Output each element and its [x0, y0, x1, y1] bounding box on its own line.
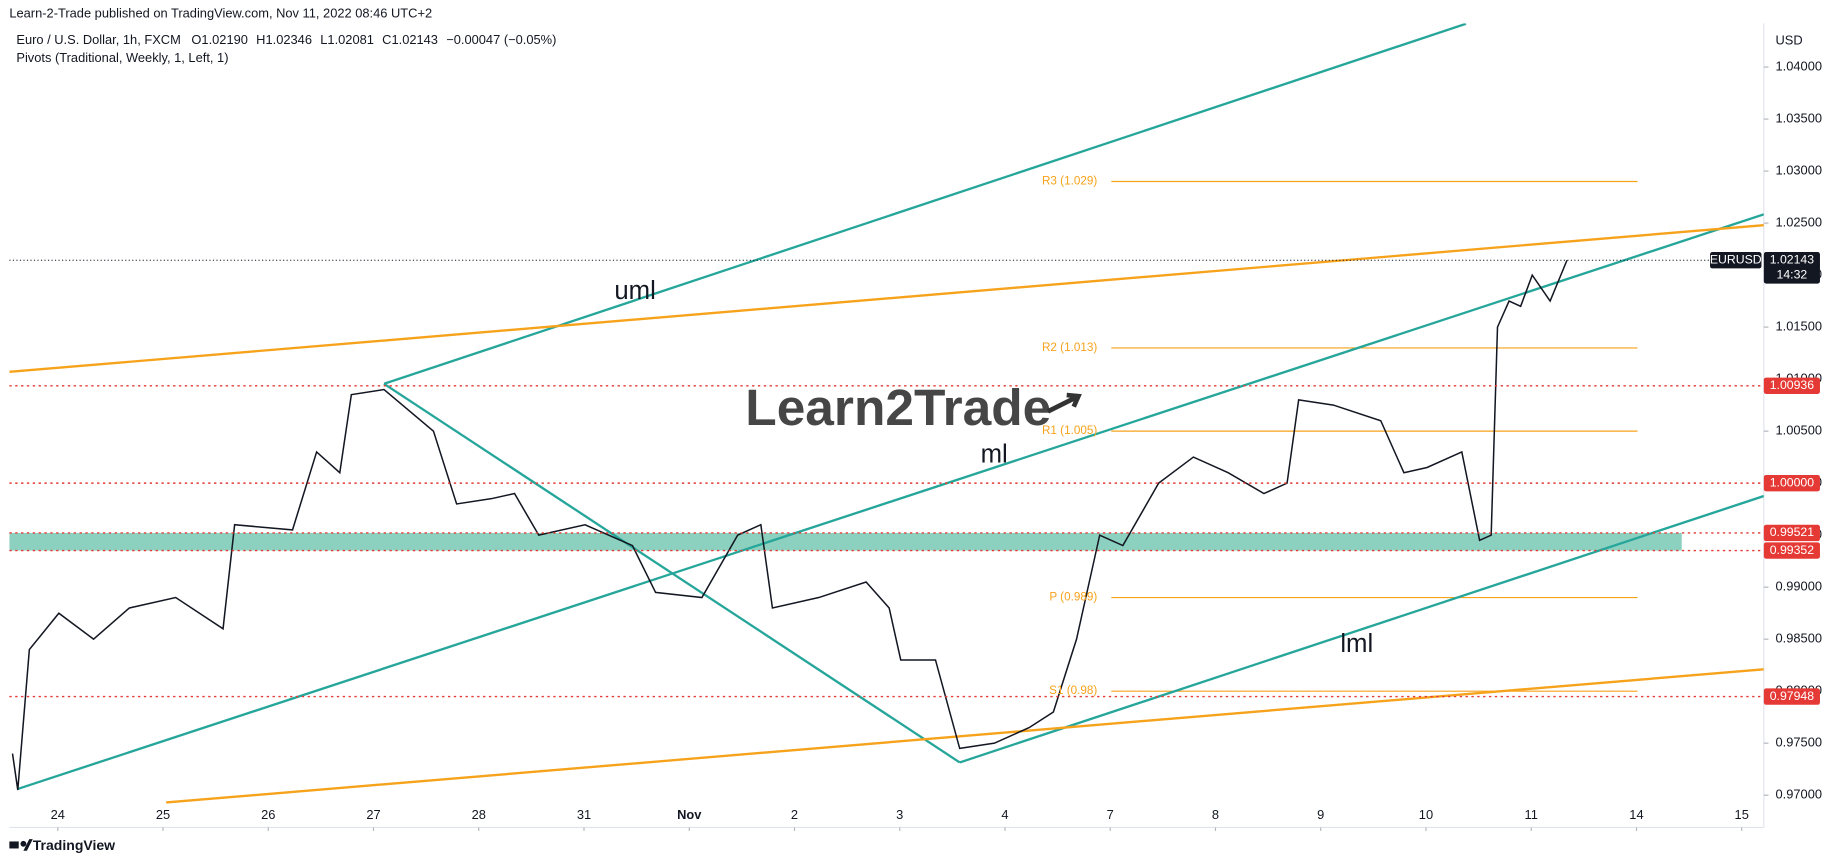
level-label: 0.97948: [1770, 689, 1815, 703]
x-tick-label: 4: [1001, 807, 1008, 822]
countdown: 14:32: [1777, 268, 1808, 282]
annotation: uml: [614, 277, 655, 305]
low: L1.02081: [320, 32, 374, 47]
x-tick-label: 8: [1212, 807, 1219, 822]
symbol: Euro / U.S. Dollar, 1h, FXCM: [16, 32, 180, 47]
level-tag: [1763, 377, 1820, 394]
y-tick-label: 1.01500: [1776, 319, 1823, 334]
y-tick-label: 0.97500: [1776, 735, 1823, 750]
x-tick-label: 31: [577, 807, 591, 822]
y-tick-label: 0.99000: [1776, 579, 1823, 594]
x-tick-label: 25: [156, 807, 170, 822]
price-label: 1.02143: [1770, 252, 1815, 266]
x-tick-label: 24: [51, 807, 65, 822]
legend: Euro / U.S. Dollar, 1h, FXCM O1.02190 H1…: [16, 32, 556, 47]
level-tag: [1763, 688, 1820, 705]
annotation: ml: [981, 441, 1008, 469]
support-zone: [9, 532, 1682, 551]
level-tag: [1763, 524, 1820, 542]
watermark-arrow: [1046, 392, 1082, 414]
level-tag: [1763, 474, 1820, 492]
level-label: 0.99352: [1770, 543, 1815, 557]
close: C1.02143: [382, 32, 438, 47]
pivot-label: P (0.989): [1049, 591, 1097, 604]
high: H1.02346: [256, 32, 312, 47]
pivot-label: S1 (0.98): [1049, 684, 1097, 697]
x-tick-label: 27: [366, 807, 380, 822]
footer-logo: [9, 839, 33, 851]
y-tick-label: 1.03000: [1776, 162, 1823, 177]
indicator: Pivots (Traditional, Weekly, 1, Left, 1): [16, 50, 228, 65]
x-tick-label: 2: [791, 807, 798, 822]
pivot-label: R1 (1.005): [1042, 424, 1097, 437]
x-tick-label: 15: [1735, 807, 1749, 822]
published: Learn-2-Trade published on TradingView.c…: [9, 5, 432, 20]
y-tick-label: 1.02500: [1776, 214, 1823, 229]
symbol-label: EURUSD: [1710, 252, 1762, 266]
open: O1.02190: [191, 32, 248, 47]
y-tick-label: 1.03500: [1776, 110, 1823, 125]
x-tick-label: 10: [1419, 807, 1433, 822]
y-tick-label: 0.97000: [1776, 787, 1823, 802]
change: −0.00047 (−0.05%): [446, 32, 556, 47]
level-label: 0.99521: [1770, 525, 1815, 539]
y-unit: USD: [1776, 32, 1803, 47]
x-tick-label: Nov: [677, 807, 702, 822]
footer: TradingView: [33, 837, 115, 853]
x-tick-label: 7: [1107, 807, 1114, 822]
trend-line: [166, 668, 1764, 804]
x-tick-label: 14: [1629, 807, 1643, 822]
price-tag: [1763, 252, 1820, 284]
x-tick-label: 9: [1317, 807, 1324, 822]
y-tick-label: 1.04000: [1776, 58, 1823, 73]
trend-line: [383, 382, 961, 764]
annotation: lml: [1340, 630, 1373, 658]
symbol-tag: [1710, 252, 1762, 269]
x-tick-label: 26: [261, 807, 275, 822]
price-line: [11, 259, 1568, 791]
plot: [9, 23, 1764, 804]
y-tick-label: 0.98500: [1776, 631, 1823, 646]
pivot-label: R3 (1.029): [1042, 175, 1097, 188]
trend-line: [17, 213, 1764, 791]
pivot-label: R2 (1.013): [1042, 341, 1097, 354]
x-tick-label: 3: [896, 807, 903, 822]
x-tick-label: 11: [1525, 807, 1538, 822]
level-label: 1.00000: [1770, 475, 1815, 489]
level-tag: [1763, 542, 1820, 559]
y-tick-label: 1.00500: [1776, 423, 1823, 438]
trend-line: [9, 224, 1764, 373]
trend-line: [383, 23, 1467, 385]
watermark: Learn2Trade: [745, 378, 1051, 436]
trend-line: [959, 494, 1764, 764]
x-tick-label: 28: [472, 807, 486, 822]
level-label: 1.00936: [1770, 378, 1815, 392]
